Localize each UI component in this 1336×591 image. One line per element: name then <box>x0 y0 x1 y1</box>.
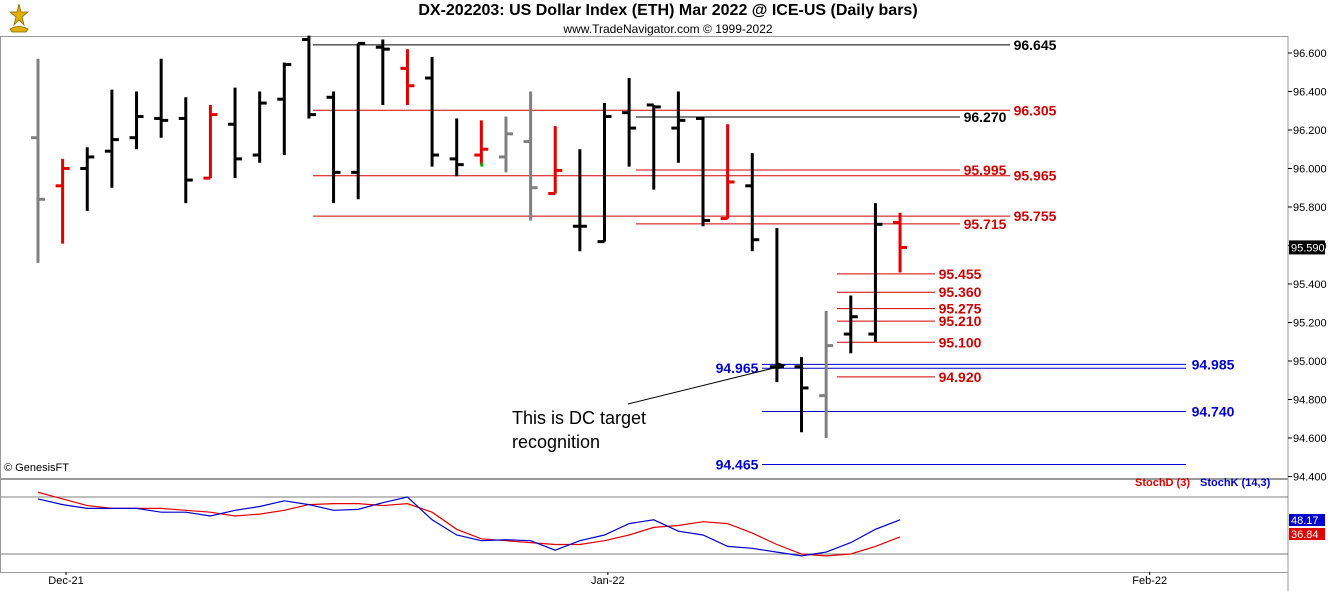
level-label: 94.920 <box>939 369 982 385</box>
level-label: 95.455 <box>939 266 982 282</box>
stoch-d-legend: StochD (3) <box>1135 477 1190 489</box>
level-label: 94.985 <box>1192 356 1235 372</box>
y-tick-label: 95.200 <box>1293 318 1327 330</box>
level-label: 95.360 <box>939 284 982 300</box>
trade-navigator-logo-icon <box>8 3 30 33</box>
current-price-label: 95.590 <box>1291 242 1325 254</box>
stoch-series-line <box>37 496 901 557</box>
x-tick-label: Dec-21 <box>48 575 83 587</box>
level-label: 96.270 <box>964 109 1007 125</box>
y-tick-label: 96.000 <box>1293 164 1327 176</box>
annotation-line-2: recognition <box>512 432 601 452</box>
annotation-note: This is DC target recognition <box>512 406 646 454</box>
credit-label: © GenesisFT <box>4 462 69 474</box>
current-price-box <box>1289 240 1325 255</box>
y-tick-label: 95.000 <box>1293 356 1327 368</box>
y-tick-label: 96.600 <box>1293 48 1327 60</box>
level-label: 95.965 <box>1014 168 1057 184</box>
x-tick-label: Jan-22 <box>591 575 625 587</box>
x-tick-label: Feb-22 <box>1132 575 1167 587</box>
level-label: 94.740 <box>1192 404 1235 420</box>
stoch-d-value: 36.84 <box>1291 529 1319 541</box>
level-label: 94.465 <box>716 456 759 472</box>
chart-subtitle: www.TradeNavigator.com © 1999-2022 <box>563 22 773 36</box>
level-label: 95.715 <box>964 216 1007 232</box>
level-label: 95.755 <box>1014 208 1057 224</box>
level-label: 95.210 <box>939 313 982 329</box>
level-label: 96.305 <box>1014 102 1057 118</box>
y-tick-label: 96.400 <box>1293 87 1327 99</box>
level-label: 95.275 <box>939 301 982 317</box>
y-tick-label: 94.800 <box>1293 395 1327 407</box>
y-tick-label: 95.400 <box>1293 279 1327 291</box>
level-label: 96.645 <box>1014 37 1057 53</box>
y-tick-label: 95.800 <box>1293 202 1327 214</box>
annotation-arrow <box>627 365 783 405</box>
chart-title: DX-202203: US Dollar Index (ETH) Mar 202… <box>418 2 918 19</box>
level-label: 95.100 <box>939 334 982 350</box>
y-tick-label: 94.400 <box>1293 472 1327 484</box>
level-label: 94.965 <box>716 360 759 376</box>
stoch-pane-frame <box>0 479 1289 573</box>
y-tick-label: 96.200 <box>1293 125 1327 137</box>
stoch-series-line <box>37 491 901 557</box>
stoch-d-value-box <box>1289 528 1325 540</box>
stoch-k-value: 48.17 <box>1291 515 1319 527</box>
annotation-arrowhead <box>776 362 786 370</box>
annotation-line-1: This is DC target <box>512 408 647 428</box>
stoch-k-legend: StochK (14,3) <box>1200 477 1271 489</box>
signal-dot <box>480 162 484 167</box>
level-label: 95.995 <box>964 162 1007 178</box>
stoch-k-value-box <box>1289 514 1325 526</box>
y-tick-label: 94.600 <box>1293 433 1327 445</box>
